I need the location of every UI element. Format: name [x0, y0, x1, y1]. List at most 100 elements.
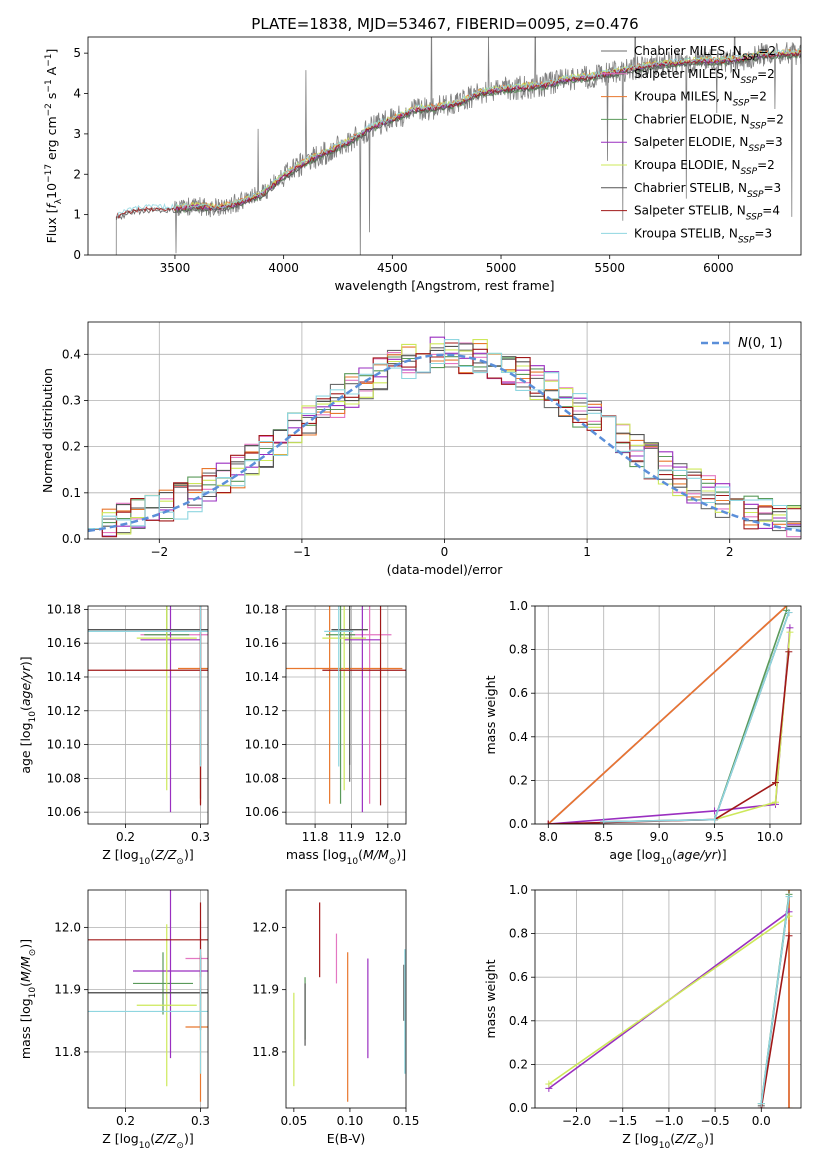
plot-area-age-weight — [544, 606, 794, 824]
x-tick-label: 10.0 — [757, 830, 784, 844]
y-tick-label: 11.8 — [252, 1045, 279, 1059]
x-tick-label: 9.0 — [650, 830, 669, 844]
y-tick-label: 10.16 — [245, 636, 279, 650]
legend-label: Salpeter ELODIE, NSSP=3 — [634, 135, 783, 154]
model-spectrum-line-5 — [174, 48, 801, 210]
x-tick-label: 9.5 — [705, 830, 724, 844]
weight-line-6 — [603, 612, 790, 823]
x-tick-label: −0.5 — [701, 1114, 730, 1128]
axes-frame — [285, 605, 407, 825]
y-tick-label: 10.06 — [245, 805, 279, 819]
y-tick-label: 10.18 — [245, 602, 279, 616]
y-tick-label: 12.0 — [54, 920, 81, 934]
x-tick-label: −2 — [150, 545, 168, 559]
x-axis-label: Z [log10(Z/Z⊙)] — [622, 1131, 713, 1151]
y-tick-label: 0.4 — [509, 1014, 528, 1028]
normal-reference-curve — [88, 353, 801, 533]
x-tick-label: 2 — [726, 545, 734, 559]
y-tick-label: 0.0 — [509, 1101, 528, 1115]
axes-frame — [534, 605, 802, 825]
axes-frame — [87, 36, 802, 256]
plot-area-mass-age — [286, 606, 406, 813]
x-tick-label: −2.0 — [562, 1114, 591, 1128]
y-tick-label: 12.0 — [252, 920, 279, 934]
weight-line-7 — [760, 935, 790, 1108]
y-tick-label: 0.8 — [509, 643, 528, 657]
x-tick-label: 8.5 — [594, 830, 613, 844]
x-tick-label: 4500 — [377, 261, 408, 275]
x-axis-label: age [log10(age/yr)] — [609, 847, 726, 867]
y-tick-label: 3 — [73, 127, 81, 141]
y-tick-label: 2 — [73, 167, 81, 181]
model-spectrum-line-7 — [115, 50, 801, 219]
x-tick-label: −1 — [293, 545, 311, 559]
weight-line-7 — [548, 651, 790, 824]
weight-line-8 — [760, 896, 790, 1104]
weight-line-5 — [714, 632, 791, 821]
y-tick-label: 1.0 — [509, 599, 528, 613]
y-axis-label: mass weight — [483, 959, 498, 1038]
x-tick-label: 0.3 — [191, 830, 210, 844]
panel-z-age: 0.2 0.3 10.06 10.08 10.10 10.12 10.14 10.16 10.1… — [18, 602, 210, 867]
panel-z-mass: 0.2 0.3 11.8 11.9 12.0 Z [log10(Z/Z⊙)] mass [l… — [18, 889, 210, 1151]
panel-ebv-mass: 0.05 0.10 0.15 11.8 11.9 12.0 E(B-V) — [252, 889, 420, 1146]
plot-area-residuals — [88, 336, 801, 538]
x-tick-label: 0.10 — [337, 1114, 364, 1128]
y-tick-label: 0.2 — [62, 440, 81, 454]
y-axis-label: age [log10(age/yr)] — [18, 656, 38, 773]
x-axis-label: (data-model)/error — [387, 562, 504, 577]
legend-label: Chabrier STELIB, NSSP=3 — [634, 181, 781, 200]
y-tick-label: 11.9 — [252, 983, 279, 997]
panel-spectrum: 3500 4000 4500 5000 5500 6000 0 1 2 3 4 5 wavelength… — [44, 36, 802, 293]
y-tick-label: 0.4 — [509, 730, 528, 744]
legend-label: N(0, 1) — [738, 336, 783, 351]
y-tick-label: 5 — [73, 46, 81, 60]
x-axis-label: Z [log10(Z/Z⊙)] — [102, 1131, 193, 1151]
y-tick-label: 11.9 — [54, 983, 81, 997]
x-axis-label: Z [log10(Z/Z⊙)] — [102, 847, 193, 867]
legend-label: Chabrier MILES, NSSP=2 — [634, 44, 776, 63]
weight-line-4 — [548, 627, 791, 824]
y-tick-label: 0.0 — [62, 532, 81, 546]
plot-area-z-mass — [88, 890, 208, 1102]
panel-age-weight: 8.0 8.5 9.0 9.5 10.0 0.0 0.2 0.4 0.6 0.8 1.0 age [l… — [483, 599, 802, 867]
x-axis-label: E(B-V) — [327, 1131, 366, 1146]
x-tick-label: 0.2 — [116, 1114, 135, 1128]
y-tick-label: 10.18 — [47, 602, 81, 616]
x-tick-label: 0 — [441, 545, 449, 559]
weight-line-2 — [547, 606, 788, 824]
x-tick-label: 0.15 — [393, 1114, 420, 1128]
observed-spectrum-line — [115, 37, 801, 255]
y-tick-label: 0.4 — [62, 347, 81, 361]
panel-z-weight: −2.0 −1.5 −1.0 −0.5 0.0 0.0 0.2 0.4 0.6 0.8 1.0 Z [… — [483, 883, 802, 1151]
plot-area-spectrum — [115, 37, 801, 255]
x-tick-label: 8.0 — [539, 830, 558, 844]
y-tick-label: 10.14 — [47, 670, 81, 684]
x-tick-label: 0.2 — [116, 830, 135, 844]
x-tick-label: 5500 — [594, 261, 625, 275]
y-tick-label: 0.2 — [509, 1057, 528, 1071]
legend-label: Kroupa MILES, NSSP=2 — [634, 90, 767, 109]
x-tick-label: 5000 — [486, 261, 517, 275]
weight-line-8 — [603, 612, 790, 823]
x-tick-label: 1 — [583, 545, 591, 559]
plot-area-ebv-mass — [293, 902, 406, 1102]
legend-label: Salpeter MILES, NSSP=2 — [634, 67, 775, 86]
y-tick-label: 10.08 — [245, 771, 279, 785]
legend-label: Salpeter STELIB, NSSP=4 — [634, 204, 780, 223]
x-tick-label: 4000 — [268, 261, 299, 275]
y-tick-label: 0.1 — [62, 486, 81, 500]
y-tick-label: 10.12 — [47, 704, 81, 718]
legend-label: Kroupa STELIB, NSSP=3 — [634, 226, 772, 245]
y-tick-label: 0.6 — [509, 970, 528, 984]
axes-frame — [285, 889, 407, 1109]
y-tick-label: 10.10 — [245, 738, 279, 752]
x-tick-label: 12.0 — [374, 830, 401, 844]
y-tick-label: 10.12 — [245, 704, 279, 718]
y-tick-label: 0.8 — [509, 927, 528, 941]
y-axis-label: mass weight — [483, 675, 498, 754]
x-tick-label: 0.3 — [191, 1114, 210, 1128]
x-tick-label: 6000 — [703, 261, 734, 275]
x-axis-label: wavelength [Angstrom, rest frame] — [334, 278, 554, 293]
